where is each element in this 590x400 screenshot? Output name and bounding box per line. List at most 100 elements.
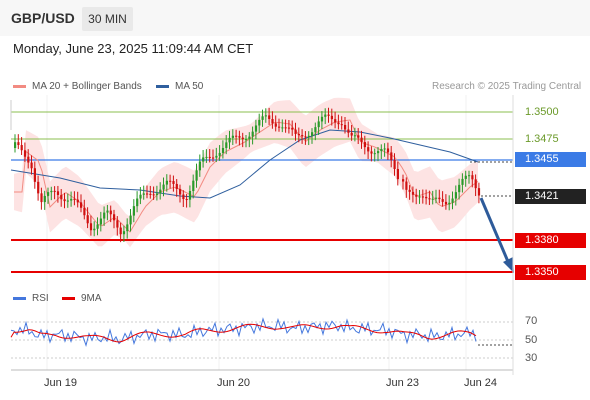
candle-body xyxy=(477,188,481,196)
candle-body xyxy=(14,142,17,148)
candle-body xyxy=(27,156,30,163)
candle-body xyxy=(287,127,291,129)
candle-body xyxy=(162,184,165,190)
candle-body xyxy=(126,224,129,232)
rsi-tick-30: 30 xyxy=(525,352,538,364)
candle-body xyxy=(33,168,36,182)
candle-body xyxy=(353,135,357,137)
candle-body xyxy=(421,196,424,198)
candle-body xyxy=(202,157,205,162)
rsi-9ma-line xyxy=(10,323,477,343)
candle-body xyxy=(458,184,461,193)
candle-body xyxy=(109,210,112,215)
candle-body xyxy=(405,181,408,190)
candle-body xyxy=(383,148,386,150)
candle-body xyxy=(377,151,380,154)
candle-body xyxy=(418,196,421,198)
legend-9ma: 9MA xyxy=(62,293,102,304)
candle-body xyxy=(113,214,116,221)
candle-body xyxy=(373,153,376,155)
legend-ma50: MA 50 xyxy=(156,81,203,92)
candle-body xyxy=(393,160,396,169)
candle-body xyxy=(119,227,122,235)
candle-body xyxy=(205,156,208,158)
candle-body xyxy=(47,192,50,196)
timeframe-button[interactable]: 30 MIN xyxy=(82,7,133,31)
candle-body xyxy=(159,189,162,194)
legend-ma20: MA 20 + Bollinger Bands xyxy=(13,81,142,92)
candle-body xyxy=(245,139,248,141)
candle-body xyxy=(281,127,284,129)
ma50-line xyxy=(10,129,479,199)
candle-body xyxy=(330,115,333,120)
candle-body xyxy=(116,220,119,228)
candle-body xyxy=(152,194,155,196)
support-2-box: 1.3350 xyxy=(515,265,586,280)
candle-body xyxy=(225,142,228,148)
candle-body xyxy=(261,116,264,120)
r1-label: 1.3500 xyxy=(525,106,559,118)
candle-body xyxy=(93,228,96,231)
candle-body xyxy=(103,212,106,219)
candle-body xyxy=(73,198,76,200)
candle-body xyxy=(274,123,277,127)
candle-body xyxy=(99,218,102,225)
candle-body xyxy=(264,115,267,117)
candle-body xyxy=(175,183,178,189)
candle-body xyxy=(324,114,327,117)
candle-body xyxy=(408,189,411,192)
candle-body xyxy=(63,199,66,202)
candle-body xyxy=(30,162,33,169)
candle-body xyxy=(83,207,86,216)
candle-body xyxy=(284,127,287,129)
candle-body xyxy=(350,132,353,136)
candle-body xyxy=(149,193,152,195)
candle-body xyxy=(471,175,474,180)
credit-text: Research © 2025 Trading Central xyxy=(432,81,582,92)
candle-body xyxy=(317,121,320,128)
candle-body xyxy=(390,152,393,161)
legend-rsi: RSI xyxy=(13,293,49,304)
x-label-jun23: Jun 23 xyxy=(386,377,420,389)
candle-body xyxy=(192,180,195,192)
candle-body xyxy=(357,135,360,138)
rsi-label: RSI xyxy=(32,293,49,304)
candle-body xyxy=(396,168,399,180)
candle-body xyxy=(208,156,211,158)
candle-body xyxy=(66,200,69,202)
candle-body xyxy=(188,191,192,200)
candle-body xyxy=(271,118,274,124)
candle-body xyxy=(320,116,324,122)
candle-body xyxy=(106,210,109,213)
chart-header: GBP/USD 30 MIN xyxy=(0,0,590,36)
candle-body xyxy=(212,157,215,159)
candle-body xyxy=(254,125,258,132)
candle-body xyxy=(169,180,172,182)
candle-body xyxy=(231,135,234,138)
candle-body xyxy=(238,136,241,138)
candle-body xyxy=(340,124,343,126)
candle-body xyxy=(86,215,89,224)
candle-body xyxy=(146,193,149,195)
candlesticks xyxy=(14,107,481,243)
candle-body xyxy=(431,198,434,200)
candle-body xyxy=(294,129,297,134)
candle-body xyxy=(344,124,347,130)
x-label-jun19: Jun 19 xyxy=(44,377,78,389)
candle-body xyxy=(136,198,139,207)
candle-body xyxy=(142,193,145,195)
candle-body xyxy=(122,231,126,235)
candle-body xyxy=(80,202,83,208)
candle-body xyxy=(278,126,281,128)
candle-body xyxy=(451,198,454,203)
candle-body xyxy=(402,179,405,182)
candle-body xyxy=(37,181,40,194)
rsi-swatch xyxy=(13,297,26,300)
candle-body xyxy=(468,175,471,177)
ma50-swatch xyxy=(156,85,169,88)
candle-body xyxy=(218,152,221,156)
candle-body xyxy=(40,193,43,203)
candle-body xyxy=(304,136,307,138)
candle-body xyxy=(307,135,310,138)
